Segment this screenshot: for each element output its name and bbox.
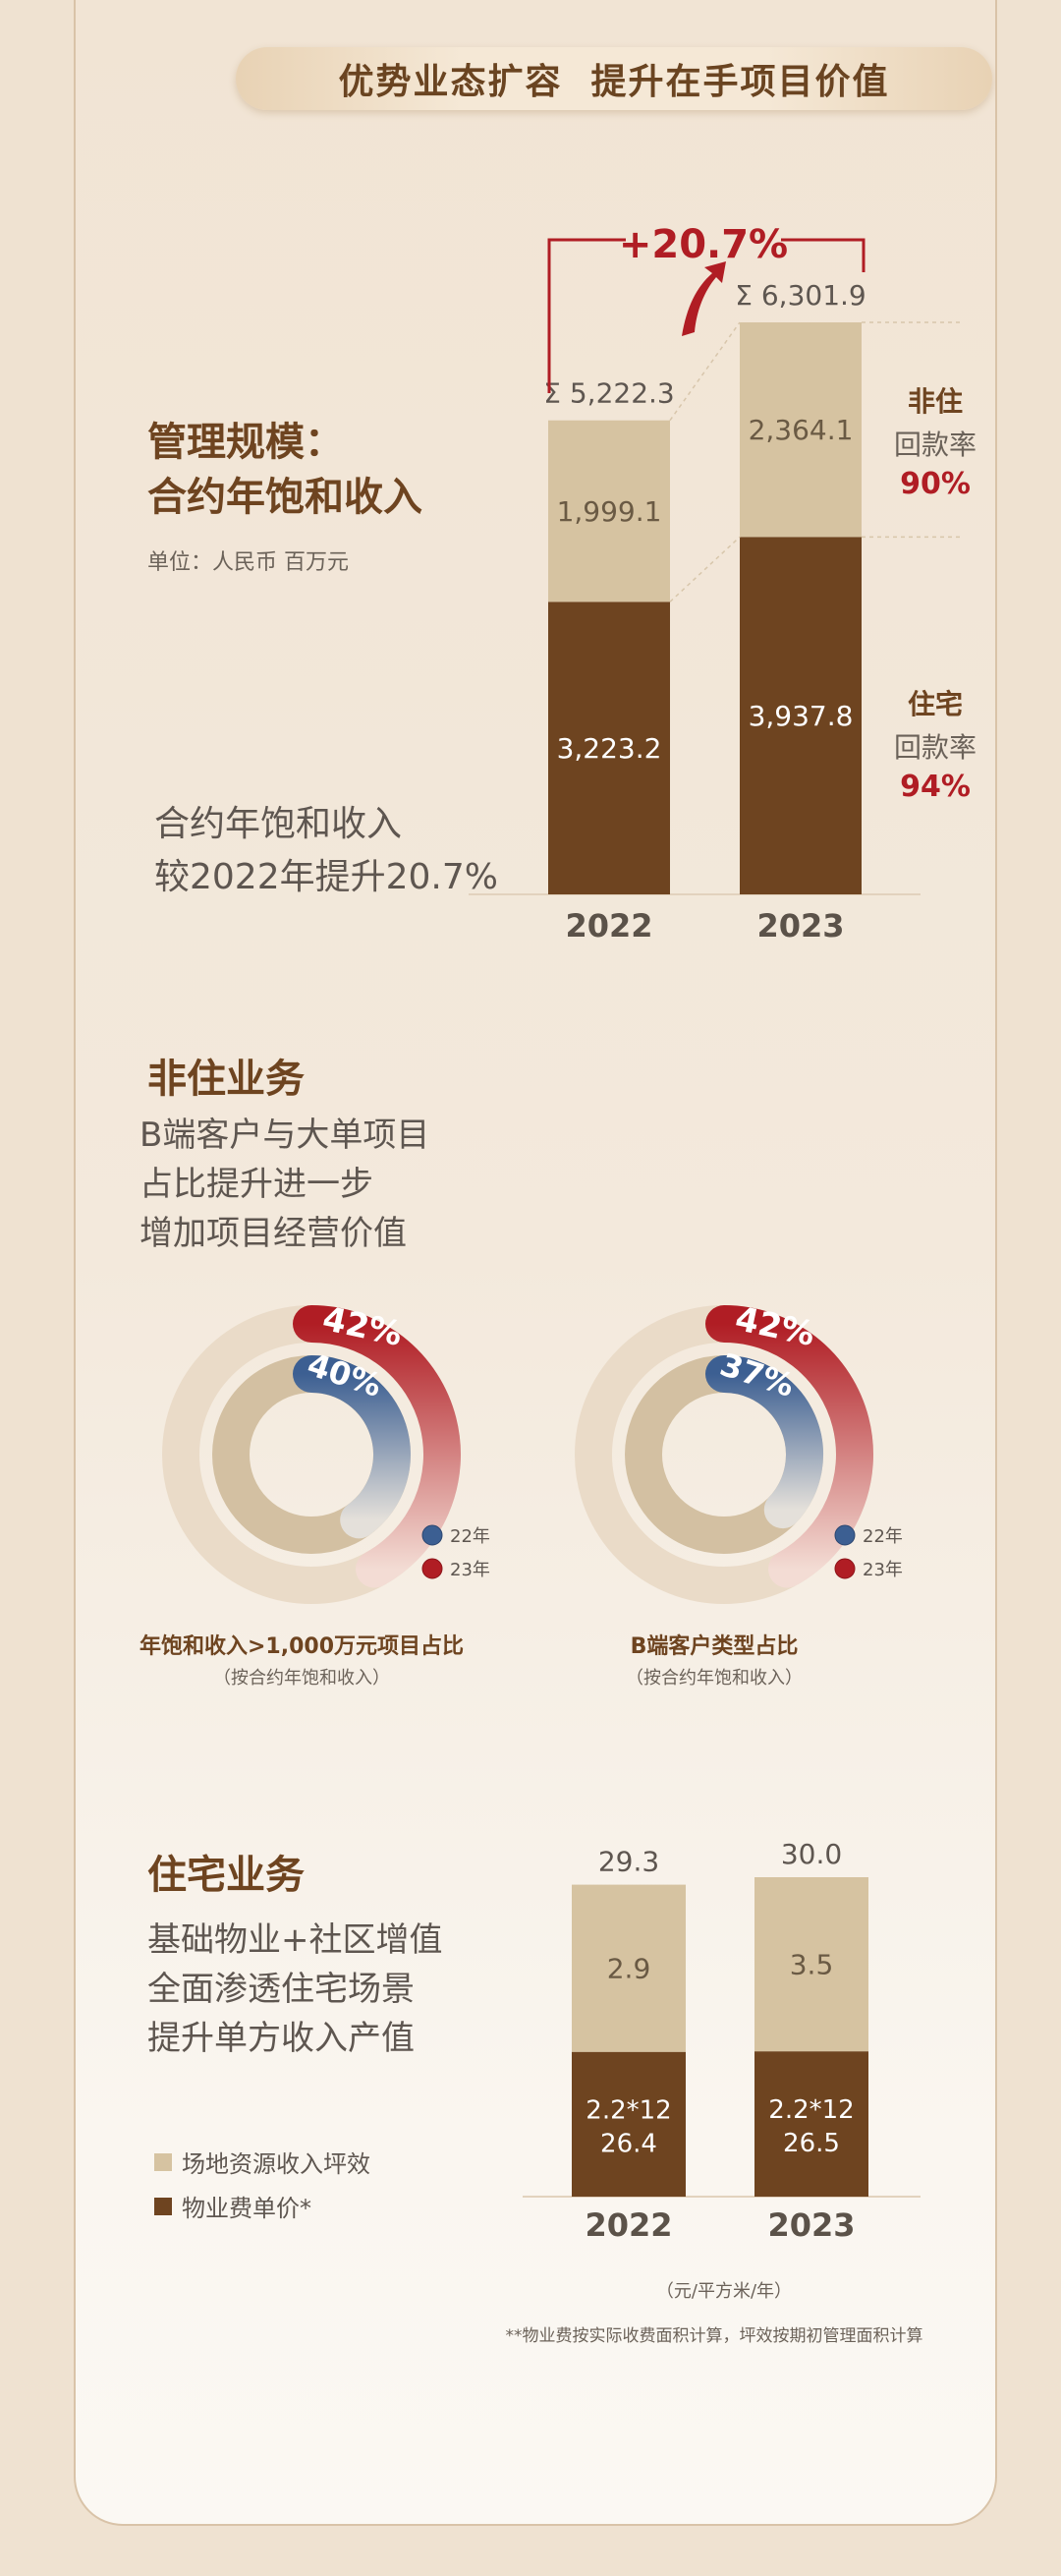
growth-label: +20.7% — [619, 222, 788, 267]
header-title: 优势业态扩容 提升在手项目价值 — [338, 62, 890, 102]
label-fee-formula-2023: 2.2*12 — [768, 2095, 854, 2125]
res-label: 住宅 — [907, 688, 963, 720]
bar-fee-2023 — [754, 2051, 868, 2197]
section1-title-line2: 合约年饱和收入 — [147, 475, 422, 520]
label-nonres-2022: 1,999.1 — [557, 495, 662, 528]
donut1-label: 年饱和收入>1,000万元项目占比 — [139, 1634, 465, 1659]
bar-site-2023 — [754, 1877, 868, 2052]
bar-residential-2022 — [548, 601, 670, 894]
section3-line2: 全面渗透住宅场景 — [147, 1970, 415, 2009]
donut2-legend-23-label: 23年 — [863, 1560, 903, 1580]
section2-line1: B端客户与大单项目 — [140, 1116, 430, 1155]
donut2-caption: B端客户类型占比 （按合约年饱和收入） — [537, 1629, 891, 1689]
xtick-2022: 2022 — [585, 2206, 672, 2244]
section1-title: 管理规模： 合约年饱和收入 — [147, 415, 422, 525]
section2-line3: 增加项目经营价值 — [140, 1214, 407, 1253]
donut1-legend-23-dot — [421, 1558, 443, 1579]
xtick-2023: 2023 — [767, 2206, 855, 2244]
section1-note: 合约年饱和收入 较2022年提升20.7% — [154, 798, 498, 904]
bar-site-2022 — [572, 1884, 686, 2052]
nonres-label: 非住 — [907, 385, 963, 418]
connector-top — [669, 321, 741, 422]
legend-fee: 物业费单价* — [154, 2189, 370, 2223]
nonres-rate-block: 非住 回款率 90% — [891, 380, 979, 501]
header-banner: 优势业态扩容 提升在手项目价值 — [236, 47, 992, 110]
donut2-arc-23 — [705, 1305, 873, 1588]
donut1-label-23: 42% — [319, 1299, 406, 1354]
donut1-sublabel: （按合约年饱和收入） — [213, 1668, 390, 1689]
total-label-2022: Σ 5,222.3 — [543, 377, 674, 410]
label-fee-value-2022: 26.4 — [600, 2129, 657, 2158]
chart-management-scale: 3,223.2 1,999.1 Σ 5,222.3 2022 3,937.8 2,364.… — [469, 222, 960, 945]
donut2-sublabel: （按合约年饱和收入） — [626, 1668, 803, 1689]
donut2-legend-22-dot — [834, 1524, 856, 1546]
donut1-legend-22-dot — [421, 1524, 443, 1546]
legend-fee-label: 物业费单价* — [182, 2195, 311, 2222]
nonres-rate-value: 90% — [900, 467, 971, 501]
growth-bracket — [547, 238, 866, 393]
section3-unit: （元/平方米/年） — [655, 2281, 793, 2302]
donut2-label: B端客户类型占比 — [630, 1634, 799, 1659]
donut2-legend-23-dot — [834, 1558, 856, 1579]
growth-arrow-icon — [682, 261, 726, 336]
section3-title: 住宅业务 — [147, 1853, 305, 1898]
bar-nonres-2022 — [548, 420, 670, 602]
xtick-2022: 2022 — [565, 907, 652, 945]
label-fee-formula-2022: 2.2*12 — [586, 2095, 671, 2125]
res-rate-value: 94% — [900, 770, 971, 804]
label-residential-2022: 3,223.2 — [557, 732, 662, 765]
donut1-arc-23 — [293, 1305, 461, 1588]
section3-line3: 提升单方收入产值 — [147, 2019, 415, 2058]
donut1-legend-22-label: 22年 — [450, 1526, 490, 1547]
label-residential-2023: 3,937.8 — [749, 700, 854, 732]
chart-residential: 2.2*12 26.4 2.9 29.3 2022 2.2*12 26.5 3.5 30.0 20… — [523, 1838, 921, 2244]
section1-note-line2: 较2022年提升20.7% — [154, 857, 498, 897]
bar-fee-2022 — [572, 2051, 686, 2197]
section2-body: B端客户与大单项目 占比提升进一步 增加项目经营价值 — [140, 1111, 429, 1258]
label-site-2022: 2.9 — [607, 1953, 651, 1985]
label-site-2023: 3.5 — [790, 1949, 834, 1981]
res-rate-block: 住宅 回款率 94% — [891, 683, 979, 804]
section3-line1: 基础物业+社区增值 — [147, 1920, 443, 1960]
res-rate-label: 回款率 — [893, 731, 977, 764]
connector-mid — [669, 536, 741, 602]
section1-title-line1: 管理规模： — [147, 420, 344, 465]
bar-residential-2023 — [740, 537, 862, 894]
donut2-label-23: 42% — [732, 1299, 818, 1354]
section2-line2: 占比提升进一步 — [140, 1165, 373, 1204]
donut2-legend-22-label: 22年 — [863, 1526, 903, 1547]
section1-unit: 单位：人民币 百万元 — [147, 550, 349, 575]
section1-note-line1: 合约年饱和收入 — [154, 804, 403, 844]
section2-title: 非住业务 — [147, 1057, 305, 1102]
xtick-2023: 2023 — [756, 907, 844, 945]
legend-site-label: 场地资源收入坪效 — [182, 2150, 370, 2178]
legend-site-swatch — [154, 2152, 172, 2171]
legend-fee-swatch — [154, 2197, 172, 2215]
donut1-caption: 年饱和收入>1,000万元项目占比 （按合约年饱和收入） — [125, 1629, 478, 1689]
section3-legend: 场地资源收入坪效 物业费单价* — [154, 2145, 370, 2223]
footnote: **物业费按实际收费面积计算，坪效按期初管理面积计算 — [505, 2326, 923, 2346]
infographic-card: 优势业态扩容 提升在手项目价值 管理规模： 合约年饱和收入 单位：人民币 百万元… — [74, 0, 997, 2526]
label-fee-value-2023: 26.5 — [783, 2129, 840, 2158]
donut1-arc-22 — [293, 1355, 411, 1539]
section3-body: 基础物业+社区增值 全面渗透住宅场景 提升单方收入产值 — [147, 1916, 443, 2063]
label-nonres-2023: 2,364.1 — [749, 414, 854, 446]
donut1-legend-23-label: 23年 — [450, 1560, 490, 1580]
total-label-2022: 29.3 — [598, 1846, 659, 1878]
total-label-2023: 30.0 — [781, 1838, 842, 1870]
nonres-rate-label: 回款率 — [893, 429, 977, 461]
bar-nonres-2023 — [740, 322, 862, 538]
total-label-2023: Σ 6,301.9 — [735, 279, 866, 312]
legend-site: 场地资源收入坪效 — [154, 2145, 370, 2179]
donut2-arc-22 — [705, 1355, 823, 1529]
